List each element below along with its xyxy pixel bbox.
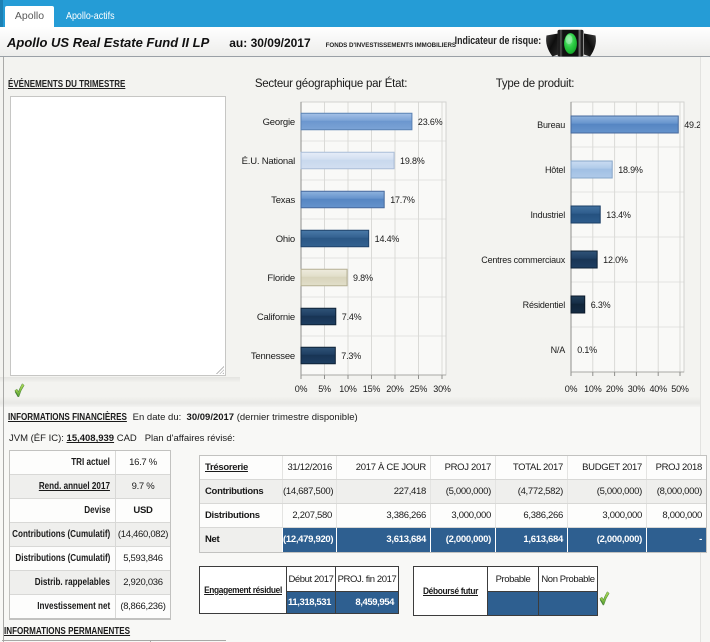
svg-text:10%: 10% xyxy=(339,384,357,394)
svg-text:30%: 30% xyxy=(628,384,646,394)
svg-text:Californie: Californie xyxy=(257,312,295,323)
svg-text:Texas: Texas xyxy=(271,195,295,206)
svg-text:0%: 0% xyxy=(565,384,578,394)
svg-text:30%: 30% xyxy=(433,384,451,394)
svg-text:50%: 50% xyxy=(671,384,689,394)
svg-text:Type de produit:: Type de produit: xyxy=(496,78,575,90)
svg-text:17.7%: 17.7% xyxy=(390,195,415,205)
svg-text:É.U. National: É.U. National xyxy=(242,156,295,167)
svg-text:19.8%: 19.8% xyxy=(400,156,425,166)
svg-text:20%: 20% xyxy=(386,384,404,394)
svg-text:Résidentiel: Résidentiel xyxy=(523,300,566,310)
svg-text:Industriel: Industriel xyxy=(530,210,565,220)
svg-text:18.9%: 18.9% xyxy=(618,165,643,175)
svg-text:7.4%: 7.4% xyxy=(342,312,362,322)
svg-text:Georgie: Georgie xyxy=(263,117,295,128)
svg-text:23.6%: 23.6% xyxy=(418,117,443,127)
svg-text:15%: 15% xyxy=(363,384,381,394)
svg-text:Centres commerciaux: Centres commerciaux xyxy=(481,255,565,265)
svg-text:0.1%: 0.1% xyxy=(577,345,597,355)
svg-text:10%: 10% xyxy=(584,384,602,394)
svg-text:5%: 5% xyxy=(318,384,331,394)
svg-text:40%: 40% xyxy=(649,384,667,394)
svg-text:7.3%: 7.3% xyxy=(341,351,361,361)
svg-text:Ohio: Ohio xyxy=(276,234,295,245)
svg-text:Tennessee: Tennessee xyxy=(251,351,295,362)
svg-text:20%: 20% xyxy=(606,384,624,394)
svg-text:0%: 0% xyxy=(295,384,308,394)
svg-text:14.4%: 14.4% xyxy=(375,234,400,244)
svg-text:6.3%: 6.3% xyxy=(591,300,611,310)
svg-text:49.2%: 49.2% xyxy=(684,120,709,130)
svg-text:Bureau: Bureau xyxy=(537,120,565,130)
svg-text:Floride: Floride xyxy=(267,273,295,284)
svg-text:13.4%: 13.4% xyxy=(606,210,631,220)
svg-text:9.8%: 9.8% xyxy=(353,273,373,283)
svg-text:Secteur géographique par État:: Secteur géographique par État: xyxy=(255,77,407,90)
svg-text:25%: 25% xyxy=(410,384,428,394)
svg-text:N/A: N/A xyxy=(551,345,566,355)
svg-text:Hôtel: Hôtel xyxy=(545,165,565,175)
svg-text:12.0%: 12.0% xyxy=(603,255,628,265)
